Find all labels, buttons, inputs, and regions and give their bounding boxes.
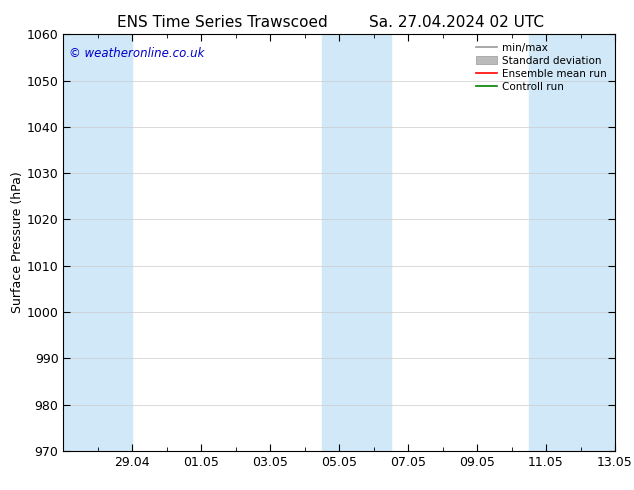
Bar xyxy=(115,34,133,451)
Y-axis label: Surface Pressure (hPa): Surface Pressure (hPa) xyxy=(11,172,24,314)
Bar xyxy=(322,34,391,451)
Text: © weatheronline.co.uk: © weatheronline.co.uk xyxy=(69,47,204,60)
Legend: min/max, Standard deviation, Ensemble mean run, Controll run: min/max, Standard deviation, Ensemble me… xyxy=(473,40,610,95)
Text: ENS Time Series Trawscoed: ENS Time Series Trawscoed xyxy=(117,15,327,30)
Bar xyxy=(529,34,615,451)
Bar xyxy=(63,34,115,451)
Text: Sa. 27.04.2024 02 UTC: Sa. 27.04.2024 02 UTC xyxy=(369,15,544,30)
